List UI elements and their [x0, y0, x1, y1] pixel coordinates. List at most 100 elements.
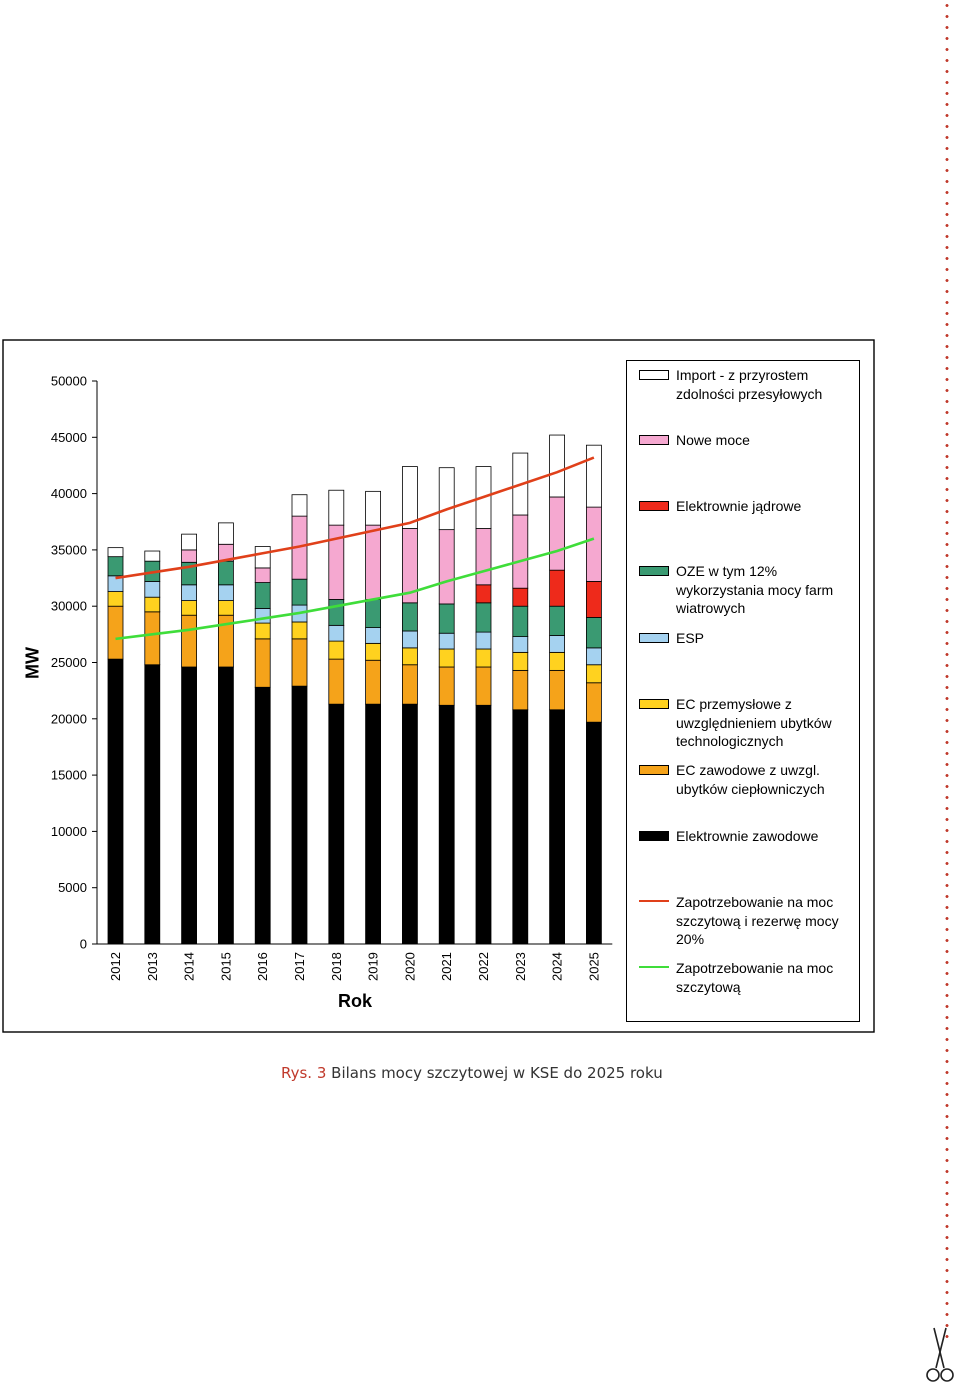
x-tick-label: 2020 — [402, 952, 417, 981]
x-tick-label: 2019 — [366, 952, 381, 981]
figure-caption: Rys. 3 Bilans mocy szczytowej w KSE do 2… — [281, 1064, 663, 1082]
legend-item: Zapotrzebowanie na moc szczytową — [639, 959, 861, 996]
legend: Import - z przyrostem zdolności przesyło… — [626, 360, 860, 1022]
y-tick-label: 5000 — [58, 880, 87, 895]
bar-segment — [144, 611, 161, 666]
bars-group — [107, 434, 602, 945]
legend-color-swatch — [639, 435, 669, 445]
bar-segment — [401, 647, 418, 666]
bar-segment — [401, 703, 418, 945]
bar-segment — [475, 648, 492, 668]
bar-segment — [549, 635, 565, 653]
x-tick-label: 2024 — [550, 952, 565, 981]
bar-segment — [401, 630, 418, 649]
legend-color-swatch — [639, 370, 669, 380]
y-tick-label: 0 — [80, 937, 87, 952]
legend-color-swatch — [639, 501, 669, 511]
bar-segment — [438, 704, 455, 945]
bar-segment — [291, 638, 308, 687]
y-tick-label: 35000 — [51, 542, 87, 557]
y-tick-label: 25000 — [51, 655, 87, 670]
bar-segment — [254, 638, 271, 688]
bar-segment — [254, 608, 271, 624]
bar-segment — [217, 600, 234, 616]
bar-segment — [254, 686, 271, 945]
bar-segment — [328, 640, 345, 660]
legend-item: Zapotrzebowanie na moc szczytową i rezer… — [639, 893, 861, 949]
bar-segment — [217, 584, 234, 601]
bar-segment — [217, 560, 234, 586]
bar-segment — [438, 648, 455, 668]
bar-segment — [144, 550, 161, 562]
legend-label: Elektrownie jądrowe — [676, 498, 802, 514]
bar-segment — [181, 614, 198, 668]
bar-segment — [291, 685, 308, 945]
caption-prefix: Rys. 3 — [281, 1064, 327, 1082]
bar-segment — [512, 669, 529, 711]
legend-label: Import - z przyrostem zdolności przesyło… — [676, 367, 823, 402]
bar-segment — [181, 549, 198, 563]
scissors-icon — [926, 1327, 954, 1382]
bar-segment — [438, 529, 455, 605]
bar-segment — [107, 605, 124, 660]
series-line — [115, 456, 595, 580]
x-tick-label: 2012 — [108, 952, 123, 981]
bar-segment — [549, 651, 565, 671]
bar-segment — [475, 602, 492, 633]
bar-segment — [365, 642, 382, 661]
series-line — [115, 537, 595, 641]
bar-segment — [328, 599, 345, 626]
lines-group — [115, 456, 595, 641]
bar-segment — [512, 514, 529, 589]
bar-segment — [328, 624, 345, 642]
bar-segment — [549, 496, 565, 571]
bar-segment — [438, 603, 455, 634]
bar-segment — [291, 621, 308, 640]
bar-segment — [365, 599, 382, 628]
bar-segment — [401, 466, 418, 529]
legend-color-swatch — [639, 633, 669, 643]
legend-item: EC przemysłowe z uwzględnieniem ubytków … — [639, 695, 861, 751]
y-axis: 0 5000 10000 15000 20000 25000 30000 35000 40000… — [51, 374, 98, 952]
x-tick-label: 2014 — [182, 952, 197, 981]
bar-segment — [291, 578, 308, 606]
legend-item: Elektrownie jądrowe — [639, 497, 861, 516]
legend-item: ESP — [639, 629, 861, 648]
bar-segment — [365, 524, 382, 600]
bar-segment — [181, 533, 198, 551]
bar-segment — [549, 669, 565, 711]
legend-line-swatch — [639, 900, 669, 902]
bar-segment — [475, 584, 492, 604]
bar-segment — [512, 587, 529, 607]
legend-label: EC zawodowe z uwzgl. ubytków ciepłownicz… — [676, 762, 825, 797]
bar-segment — [475, 528, 492, 586]
perforation-dotted-line — [944, 0, 950, 1340]
bar-segment — [217, 522, 234, 545]
bar-segment — [365, 703, 382, 945]
x-tick-label: 2022 — [476, 952, 491, 981]
bar-segment — [475, 704, 492, 945]
bar-segment — [475, 631, 492, 650]
bar-segment — [254, 567, 271, 583]
y-axis-label: MW — [22, 647, 42, 679]
bar-segment — [144, 664, 161, 945]
x-tick-label: 2018 — [329, 952, 344, 981]
bar-segment — [586, 682, 602, 723]
legend-label: ESP — [676, 630, 705, 646]
legend-item: EC zawodowe z uwzgl. ubytków ciepłownicz… — [639, 761, 861, 798]
legend-label: Zapotrzebowanie na moc szczytową — [676, 960, 834, 995]
bar-segment — [144, 596, 161, 613]
bar-segment — [586, 444, 602, 508]
legend-color-swatch — [639, 566, 669, 576]
bar-segment — [328, 703, 345, 945]
legend-item: Elektrownie zawodowe — [639, 827, 861, 846]
legend-label: OZE w tym 12% wykorzystania mocy farm wi… — [676, 563, 834, 616]
bar-segment — [365, 490, 382, 526]
legend-line-swatch — [639, 966, 669, 968]
x-tick-label: 2015 — [218, 952, 233, 981]
legend-label: EC przemysłowe z uwzględnieniem ubytków … — [676, 696, 832, 749]
x-tick-label: 2016 — [255, 952, 270, 981]
legend-item: Nowe moce — [639, 431, 861, 450]
bar-segment — [107, 556, 124, 577]
